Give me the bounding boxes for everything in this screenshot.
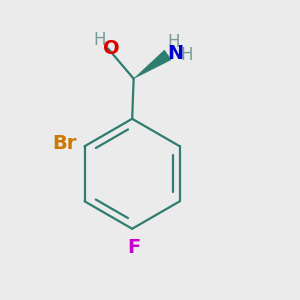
Text: Br: Br bbox=[53, 134, 77, 153]
Text: H: H bbox=[180, 46, 193, 64]
Text: H: H bbox=[167, 33, 180, 51]
Text: F: F bbox=[127, 238, 140, 257]
Text: H: H bbox=[93, 31, 106, 49]
Polygon shape bbox=[134, 50, 171, 79]
Text: N: N bbox=[167, 44, 183, 63]
Text: O: O bbox=[103, 39, 120, 58]
